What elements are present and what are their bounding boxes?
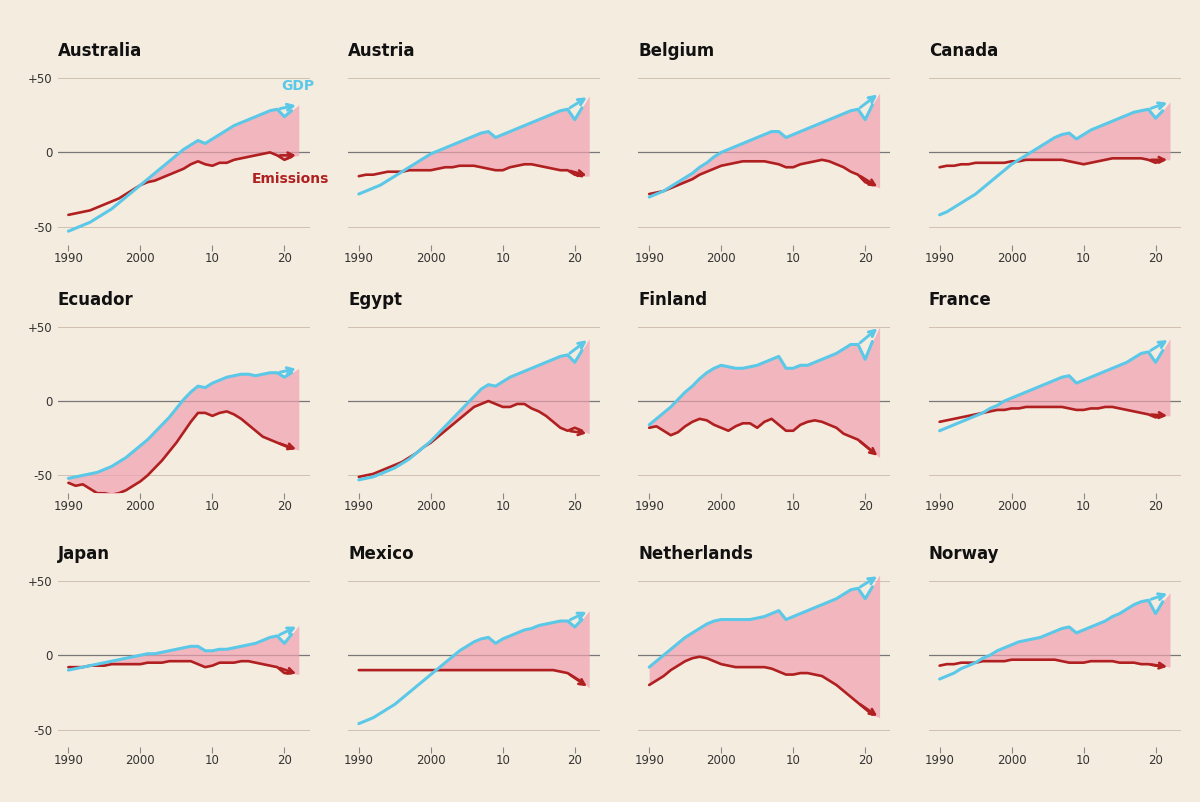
Text: Austria: Austria bbox=[348, 42, 415, 60]
Text: Canada: Canada bbox=[929, 42, 998, 60]
Text: Emissions: Emissions bbox=[252, 172, 329, 186]
Text: Egypt: Egypt bbox=[348, 290, 402, 309]
Text: Japan: Japan bbox=[58, 545, 109, 563]
Text: GDP: GDP bbox=[281, 79, 314, 93]
Text: Finland: Finland bbox=[638, 290, 708, 309]
Text: Mexico: Mexico bbox=[348, 545, 414, 563]
Text: France: France bbox=[929, 290, 991, 309]
Text: Belgium: Belgium bbox=[638, 42, 715, 60]
Text: Netherlands: Netherlands bbox=[638, 545, 754, 563]
Text: Ecuador: Ecuador bbox=[58, 290, 133, 309]
Text: Australia: Australia bbox=[58, 42, 142, 60]
Text: Norway: Norway bbox=[929, 545, 1000, 563]
